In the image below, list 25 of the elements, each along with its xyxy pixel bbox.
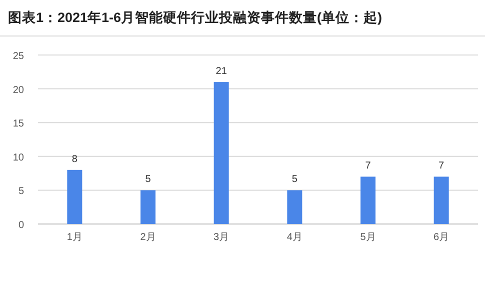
- bar: [287, 190, 302, 224]
- y-tick-label: 10: [12, 152, 24, 164]
- x-tick-label: 3月: [214, 232, 230, 243]
- data-label: 21: [216, 66, 228, 78]
- bar: [140, 190, 156, 224]
- y-tick-label: 0: [18, 220, 24, 231]
- bar: [434, 176, 449, 224]
- bar: [67, 170, 82, 224]
- data-label: 8: [72, 154, 78, 165]
- data-label: 5: [145, 174, 152, 186]
- data-label: 7: [438, 160, 445, 172]
- x-tick-label: 6月: [434, 232, 450, 243]
- x-tick-label: 4月: [286, 232, 302, 243]
- x-tick-label: 2月: [140, 232, 156, 243]
- chart-title: 图表1：2021年1-6月智能硬件行业投融资事件数量(单位：起): [8, 10, 382, 25]
- data-label: 7: [365, 160, 372, 172]
- x-tick-label: 1月: [66, 232, 82, 243]
- data-label: 5: [292, 174, 298, 186]
- y-tick-label: 5: [18, 186, 24, 198]
- bar: [360, 176, 376, 224]
- y-tick-label: 20: [12, 84, 24, 96]
- x-tick-label: 5月: [360, 232, 376, 243]
- y-tick-label: 15: [12, 118, 24, 130]
- y-tick-label: 25: [12, 51, 24, 62]
- bar: [214, 82, 229, 224]
